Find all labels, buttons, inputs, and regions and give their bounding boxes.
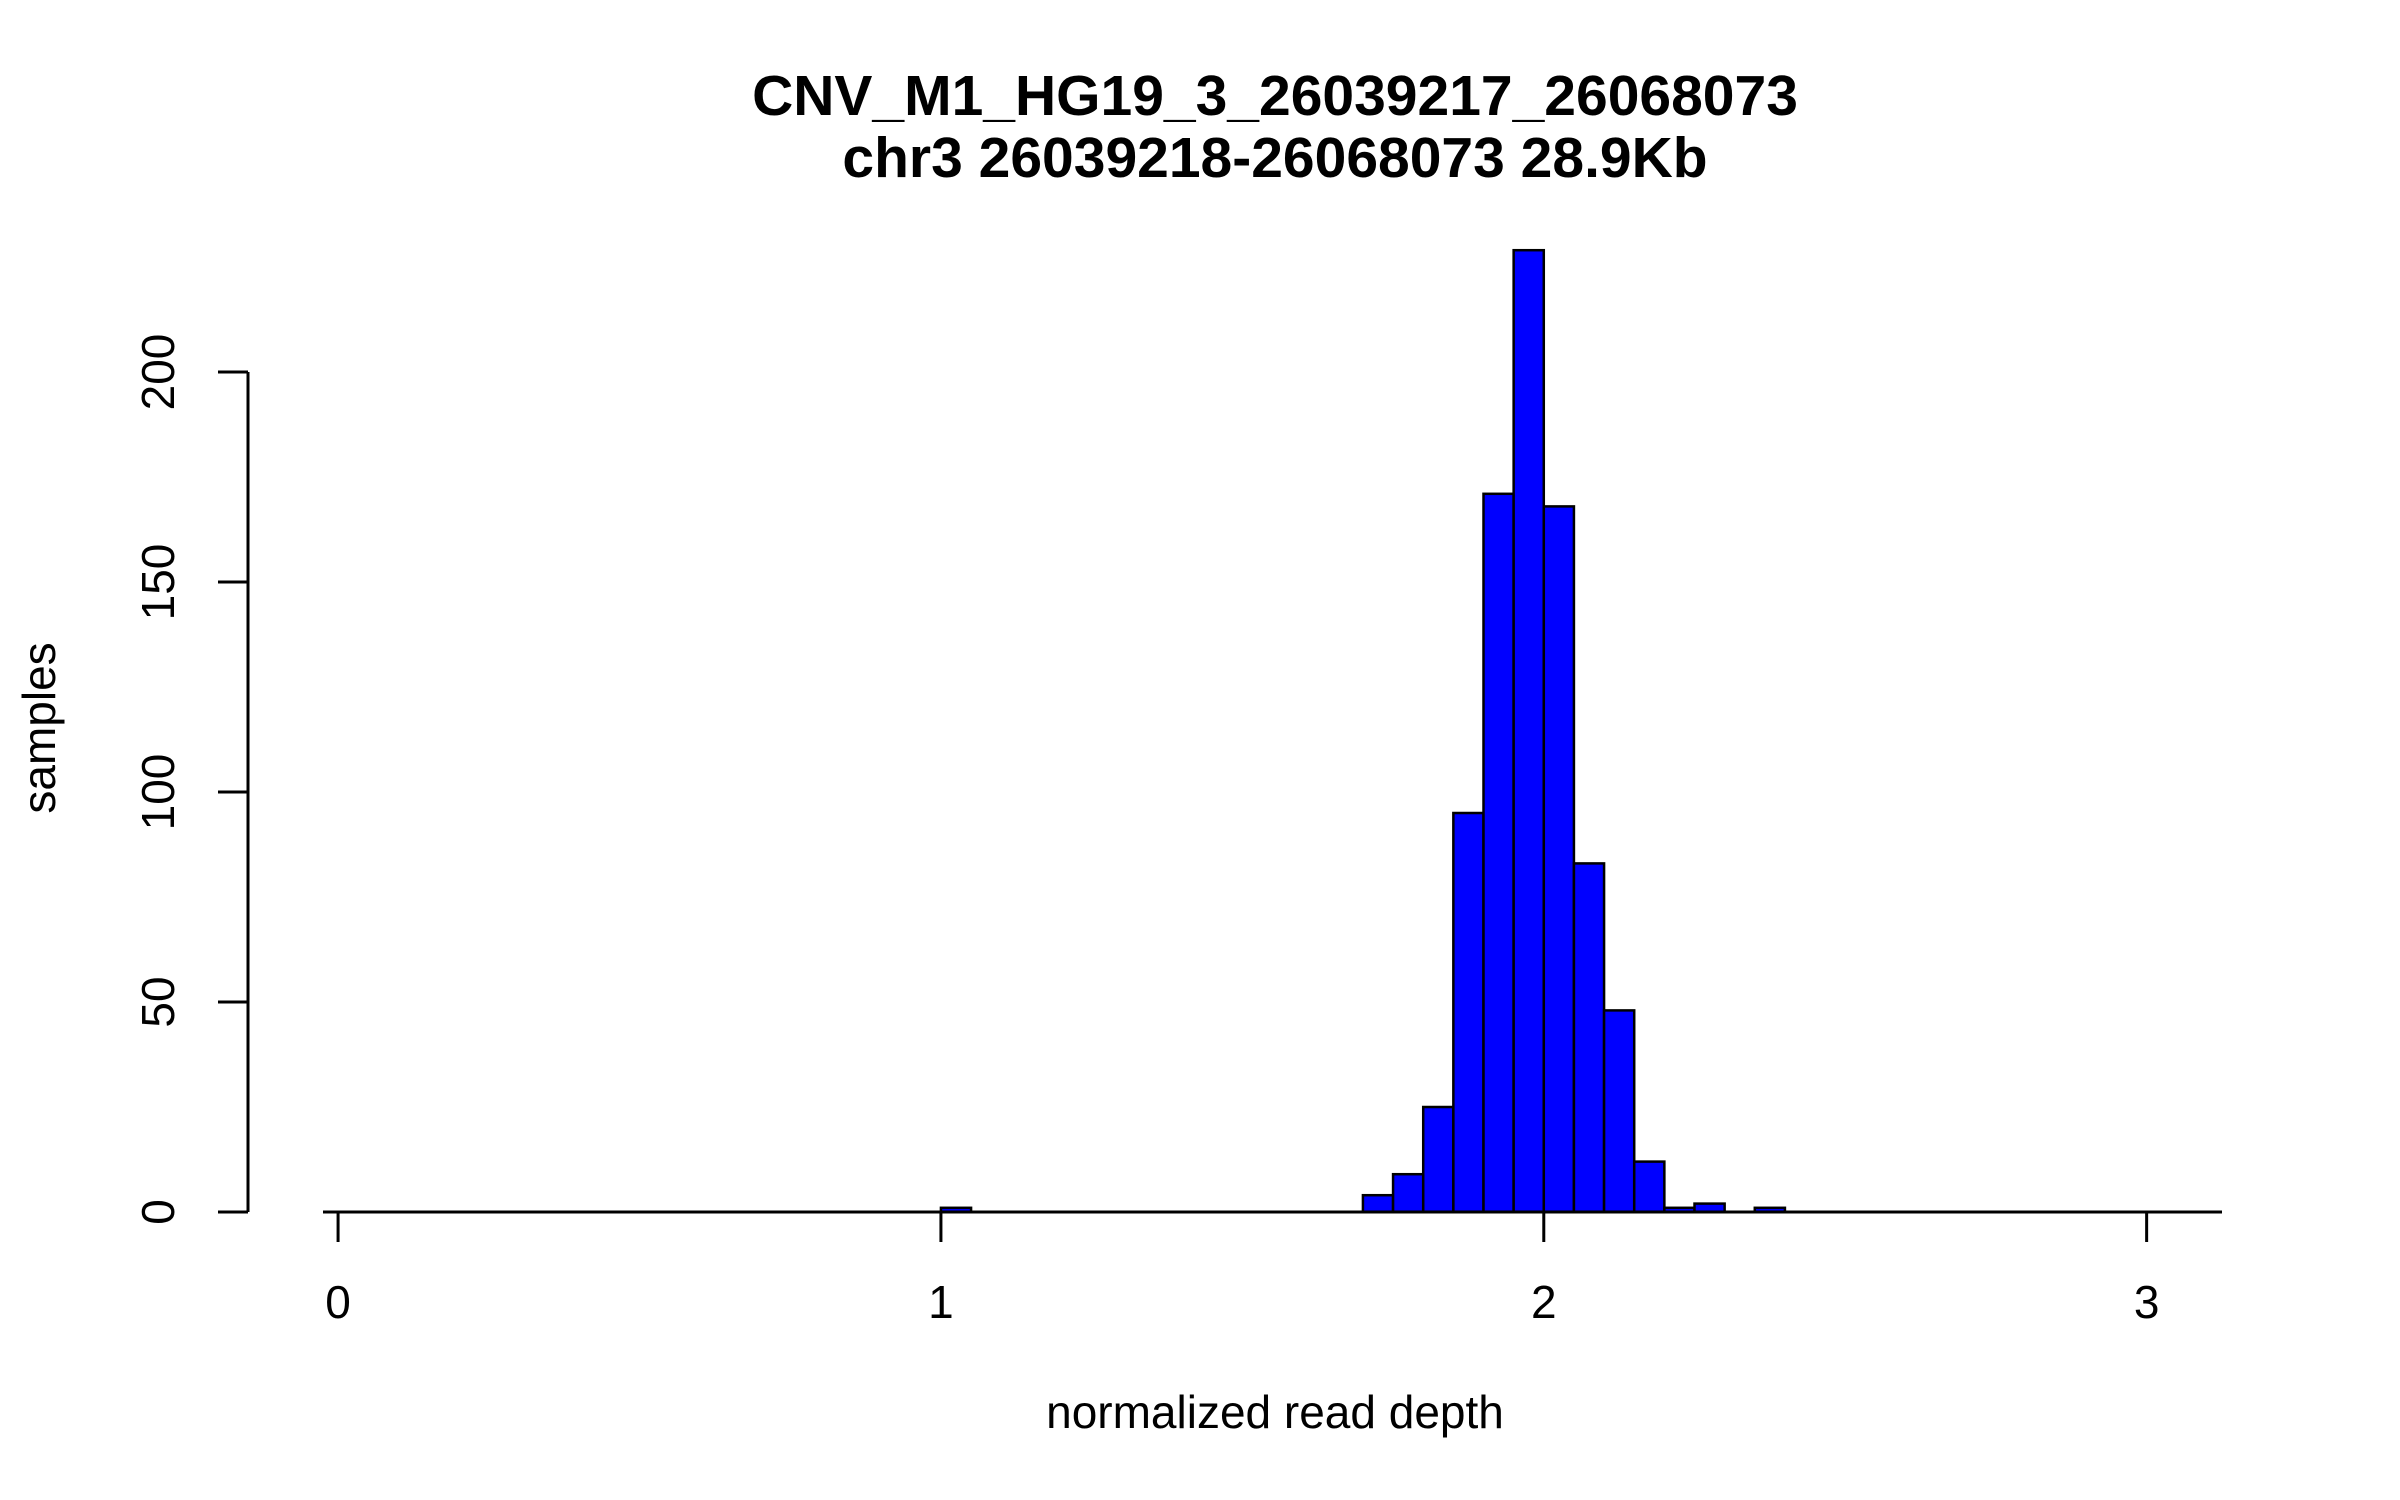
y-axis-label: samples (13, 642, 65, 813)
histogram-bar (1632, 1160, 1666, 1214)
histogram-bar (1572, 862, 1606, 1214)
x-tick-label: 1 (928, 1276, 954, 1328)
x-axis: 0 1 2 3 (325, 1210, 2160, 1328)
chart-subtitle: chr3 26039218-26068073 28.9Kb (842, 126, 1707, 190)
x-tick-label: 3 (2134, 1276, 2160, 1328)
histogram-bar (1452, 811, 1485, 1214)
histogram-bar (1421, 1105, 1455, 1214)
y-tick-label: 150 (132, 544, 184, 621)
y-tick-label: 0 (132, 1199, 184, 1225)
histogram-bar (1512, 248, 1546, 1214)
histogram-bars (939, 248, 1787, 1214)
histogram-bar (1602, 1009, 1636, 1214)
x-axis-label: normalized read depth (1046, 1386, 1504, 1438)
y-axis: 0 50 100 150 200 (132, 334, 250, 1225)
chart-title: CNV_M1_HG19_3_26039217_26068073 (752, 64, 1798, 128)
y-tick-label: 200 (132, 334, 184, 411)
histogram-bar (1391, 1172, 1425, 1214)
y-tick-label: 50 (132, 976, 184, 1027)
histogram-bar (1542, 505, 1576, 1214)
histogram-bar (1482, 492, 1515, 1214)
x-tick-label: 2 (1531, 1276, 1557, 1328)
y-tick-label: 100 (132, 754, 184, 831)
histogram-bar (1361, 1193, 1395, 1214)
x-tick-label: 0 (325, 1276, 351, 1328)
